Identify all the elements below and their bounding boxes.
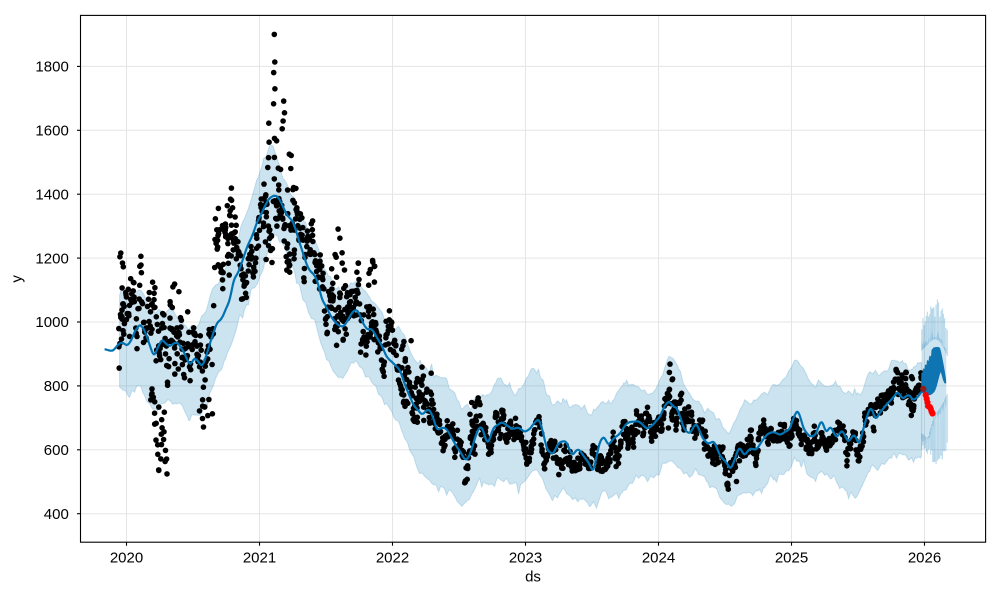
svg-text:2026: 2026 [908,550,941,567]
svg-text:600: 600 [44,442,69,459]
svg-text:1400: 1400 [35,186,68,203]
svg-text:2021: 2021 [243,550,276,567]
svg-text:1800: 1800 [35,59,68,76]
svg-text:2022: 2022 [376,550,409,567]
svg-text:2024: 2024 [642,550,675,567]
svg-text:800: 800 [44,378,69,395]
svg-text:2025: 2025 [775,550,808,567]
svg-text:2020: 2020 [110,550,143,567]
svg-text:2023: 2023 [509,550,542,567]
svg-text:400: 400 [44,506,69,523]
svg-text:1000: 1000 [35,314,68,331]
svg-text:y: y [9,275,26,283]
svg-text:ds: ds [525,568,541,585]
svg-text:1600: 1600 [35,123,68,140]
svg-text:1200: 1200 [35,250,68,267]
